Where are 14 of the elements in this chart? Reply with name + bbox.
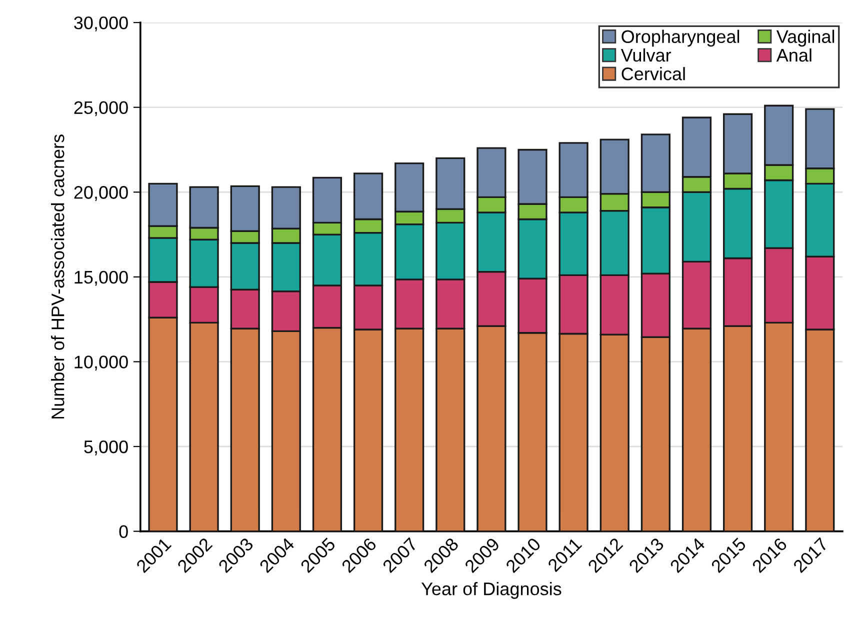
y-tick-label: 30,000	[74, 16, 128, 32]
y-tick-label: 0	[119, 525, 128, 538]
legend-label: Anal	[776, 48, 812, 62]
legend-label: Oropharyngeal	[622, 30, 740, 47]
y-tick-label: 5,000	[84, 440, 128, 456]
y-tick-label: 15,000	[74, 270, 128, 286]
y-tick-label: 10,000	[74, 356, 128, 371]
legend-label: Vulvar	[620, 48, 672, 62]
legend-label: Vaginal	[776, 30, 834, 47]
y-tick-label: 20,000	[74, 186, 128, 201]
x-axis-title: Year of Diagnosis	[421, 582, 562, 599]
legend-label: Cervical	[622, 67, 685, 80]
y-tick-label: 25,000	[74, 101, 128, 116]
y-axis-title: Number of HPV-associated cacners	[51, 134, 64, 418]
